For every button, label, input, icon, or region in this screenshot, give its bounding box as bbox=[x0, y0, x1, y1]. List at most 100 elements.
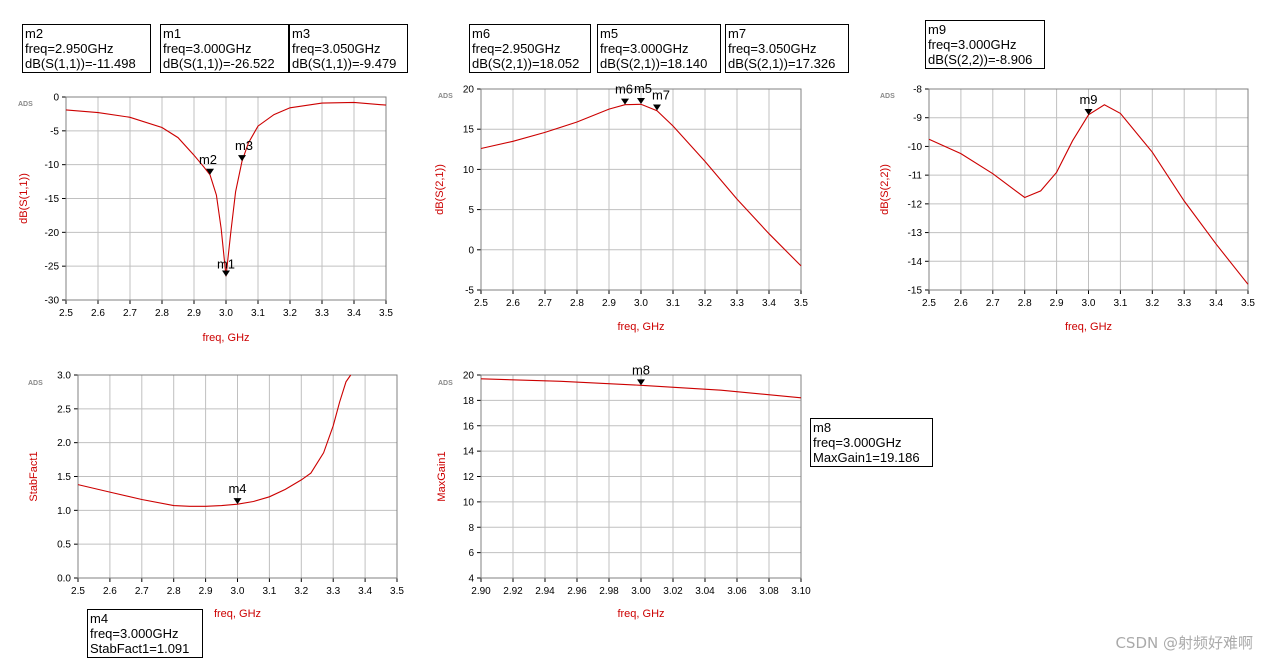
marker-readout-line: MaxGain1=19.186 bbox=[813, 450, 920, 465]
marker-readout-m2[interactable]: m2 freq=2.950GHz dB(S(1,1))=-11.498 bbox=[22, 24, 151, 73]
x-tick-label: 3.2 bbox=[698, 298, 712, 309]
x-tick-label: 3.0 bbox=[1082, 298, 1096, 309]
y-tick-label: 3.0 bbox=[57, 371, 71, 382]
marker-m6-icon[interactable] bbox=[621, 98, 629, 105]
marker-m1-label: m1 bbox=[217, 256, 235, 271]
x-tick-label: 3.5 bbox=[379, 308, 393, 319]
y-axis-label: dB(S(2,1)) bbox=[434, 164, 446, 215]
y-tick-label: -12 bbox=[908, 199, 923, 210]
marker-readout-m8[interactable]: m8 freq=3.000GHz MaxGain1=19.186 bbox=[810, 418, 933, 467]
x-axis-label: freq, GHz bbox=[202, 332, 249, 344]
marker-readout-line: freq=3.000GHz bbox=[813, 435, 902, 450]
marker-m8-icon[interactable] bbox=[637, 379, 645, 386]
marker-readout-line: dB(S(2,1))=18.052 bbox=[472, 56, 580, 71]
marker-readout-line: dB(S(2,1))=18.140 bbox=[600, 56, 708, 71]
plot-frame bbox=[480, 88, 802, 291]
series-line bbox=[77, 374, 352, 507]
marker-m9-icon[interactable] bbox=[1084, 109, 1093, 116]
x-tick-label: 2.9 bbox=[1050, 298, 1064, 309]
x-tick-label: 3.04 bbox=[695, 586, 715, 597]
marker-readout-m1[interactable]: m1 freq=3.000GHz dB(S(1,1))=-26.522 bbox=[160, 24, 289, 73]
y-tick-label: -30 bbox=[45, 296, 60, 307]
y-tick-label: 0.5 bbox=[57, 540, 71, 551]
x-tick-label: 3.5 bbox=[794, 298, 808, 309]
y-tick-label: -8 bbox=[913, 85, 922, 96]
ads-tag: ADS bbox=[880, 93, 895, 100]
marker-m3-label: m3 bbox=[235, 138, 253, 153]
marker-m4-icon[interactable] bbox=[233, 498, 242, 505]
x-tick-label: 2.8 bbox=[570, 298, 584, 309]
marker-m4-label: m4 bbox=[228, 481, 246, 496]
chart-s21: 2.5 2.6 2.7 2.8 2.9 3.0 3.1 3.2 3.3 3.4 3.5 20 15 10 5… bbox=[434, 81, 808, 333]
y-tick-label: 12 bbox=[463, 472, 475, 483]
chart-stab: 2.5 2.6 2.7 2.8 2.9 3.0 3.1 3.2 3.3 3.4 3.5 3.0 2.5 2… bbox=[28, 371, 404, 621]
marker-readout-line: m8 bbox=[813, 420, 832, 435]
y-tick-label: 20 bbox=[463, 371, 475, 382]
marker-readout-m3[interactable]: m3 freq=3.050GHz dB(S(1,1))=-9.479 bbox=[289, 24, 408, 73]
marker-readout-m6[interactable]: m6 freq=2.950GHz dB(S(2,1))=18.052 bbox=[469, 24, 591, 73]
x-tick-label: 3.5 bbox=[390, 586, 404, 597]
marker-m7-icon[interactable] bbox=[653, 104, 661, 111]
marker-readout-line: freq=3.000GHz bbox=[90, 626, 179, 641]
y-tick-label: 15 bbox=[463, 125, 475, 136]
marker-m2-icon[interactable] bbox=[206, 168, 214, 175]
x-tick-label: 3.0 bbox=[219, 308, 233, 319]
x-tick-label: 3.02 bbox=[663, 586, 683, 597]
y-tick-label: 0.0 bbox=[57, 574, 71, 585]
x-tick-label: 3.00 bbox=[631, 586, 651, 597]
marker-m6-label: m6 bbox=[615, 82, 633, 97]
x-tick-label: 3.1 bbox=[251, 308, 265, 319]
x-tick-label: 3.1 bbox=[666, 298, 680, 309]
x-tick-label: 2.5 bbox=[71, 586, 85, 597]
x-tick-label: 2.7 bbox=[135, 586, 149, 597]
marker-m2-label: m2 bbox=[199, 152, 217, 167]
marker-readout-line: dB(S(1,1))=-11.498 bbox=[25, 56, 136, 71]
marker-readout-line: freq=3.000GHz bbox=[600, 41, 689, 56]
y-tick-label: 1.5 bbox=[57, 472, 71, 483]
x-tick-label: 3.3 bbox=[1177, 298, 1191, 309]
x-tick-label: 2.5 bbox=[922, 298, 936, 309]
y-tick-label: 6 bbox=[468, 548, 474, 559]
x-tick-label: 2.92 bbox=[503, 586, 523, 597]
x-tick-label: 3.08 bbox=[759, 586, 779, 597]
x-tick-label: 2.96 bbox=[567, 586, 587, 597]
chart-maxgain: 2.90 2.92 2.94 2.96 2.98 3.00 3.02 3.04 3.06 3.08… bbox=[436, 362, 811, 620]
marker-m8-label: m8 bbox=[632, 362, 650, 377]
y-tick-label: -13 bbox=[908, 228, 923, 239]
marker-readout-line: dB(S(2,2))=-8.906 bbox=[928, 52, 1033, 67]
y-tick-label: 20 bbox=[463, 85, 475, 96]
marker-readout-line: freq=2.950GHz bbox=[472, 41, 561, 56]
marker-m3-icon[interactable] bbox=[238, 155, 246, 162]
marker-m5-label: m5 bbox=[634, 81, 652, 96]
marker-readout-line: freq=3.050GHz bbox=[292, 41, 381, 56]
marker-readout-line: freq=3.000GHz bbox=[163, 41, 252, 56]
marker-readout-line: dB(S(1,1))=-9.479 bbox=[292, 56, 397, 71]
watermark: CSDN @射频好难啊 bbox=[1115, 634, 1253, 652]
y-axis-label: dB(S(1,1)) bbox=[18, 173, 30, 224]
plot-frame bbox=[480, 374, 802, 579]
marker-m5-icon[interactable] bbox=[637, 97, 645, 104]
marker-readout-line: m9 bbox=[928, 22, 947, 37]
y-tick-label: -10 bbox=[45, 160, 60, 171]
series-line bbox=[480, 103, 802, 267]
marker-readout-m5[interactable]: m5 freq=3.000GHz dB(S(2,1))=18.140 bbox=[597, 24, 721, 73]
x-tick-label: 2.9 bbox=[602, 298, 616, 309]
y-tick-label: -11 bbox=[908, 171, 922, 182]
marker-readout-m7[interactable]: m7 freq=3.050GHz dB(S(2,1))=17.326 bbox=[725, 24, 849, 73]
marker-m1-icon[interactable] bbox=[222, 270, 230, 277]
x-tick-label: 3.06 bbox=[727, 586, 747, 597]
x-tick-label: 2.6 bbox=[506, 298, 520, 309]
x-tick-label: 2.9 bbox=[199, 586, 213, 597]
x-tick-label: 2.8 bbox=[1018, 298, 1032, 309]
x-tick-label: 3.4 bbox=[1209, 298, 1223, 309]
x-tick-label: 2.6 bbox=[91, 308, 105, 319]
y-tick-label: 10 bbox=[463, 497, 475, 508]
marker-readout-m9[interactable]: m9 freq=3.000GHz dB(S(2,2))=-8.906 bbox=[925, 20, 1045, 69]
y-tick-label: 14 bbox=[463, 447, 475, 458]
marker-readout-m4[interactable]: m4 freq=3.000GHz StabFact1=1.091 bbox=[87, 609, 203, 658]
ads-tag: ADS bbox=[438, 93, 453, 100]
marker-readout-line: m1 bbox=[163, 26, 182, 41]
x-tick-label: 2.7 bbox=[123, 308, 137, 319]
x-tick-label: 3.4 bbox=[762, 298, 776, 309]
